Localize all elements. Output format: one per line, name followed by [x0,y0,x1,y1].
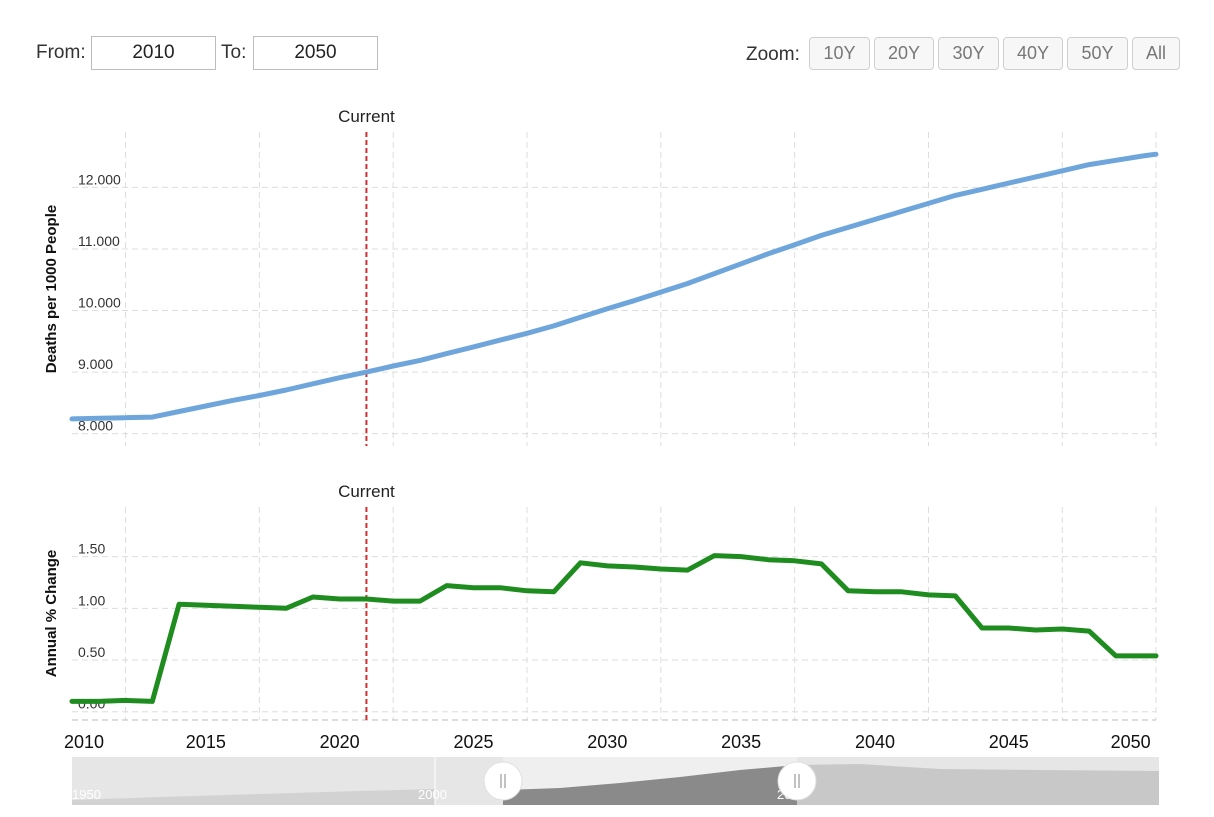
death-rate-ytick-12.000: 12.000 [78,171,121,187]
x-tick-2035: 2035 [721,732,761,752]
x-tick-2045: 2045 [989,732,1029,752]
navigator[interactable]: 1950 2000 2050 [72,757,1159,805]
x-tick-2050: 2050 [1111,732,1151,752]
x-tick-2020: 2020 [320,732,360,752]
to-label: To: [221,42,247,63]
range-selector-bar: From: 2010 To: 2050 Zoom: 10Y 20Y 30Y 40… [0,0,1214,100]
death-rate-current-label: Current [338,107,395,126]
annual-change-current-label: Current [338,482,395,501]
zoom-50y-button[interactable]: 50Y [1067,37,1128,70]
navigator-right-handle[interactable] [777,761,817,801]
x-tick-2015: 2015 [186,732,226,752]
from-date-input[interactable]: 2010 [91,36,216,70]
zoom-10y-button[interactable]: 10Y [809,37,870,70]
death-rate-ytick-11.000: 11.000 [78,233,120,249]
navigator-label-1950: 1950 [72,787,101,802]
zoom-all-button[interactable]: All [1132,37,1180,70]
death-rate-ylabel: Deaths per 1000 People [43,205,60,373]
death-rate-ytick-10.000: 10.000 [78,295,121,311]
annual-change-ytick-0.50: 0.50 [78,644,105,660]
zoom-label: Zoom: [746,44,800,65]
x-tick-2030: 2030 [587,732,627,752]
annual-change-ytick-1.50: 1.50 [78,541,105,557]
annual-change-ylabel: Annual % Change [43,550,60,678]
to-date-input[interactable]: 2050 [253,36,378,70]
death-rate-series-line [69,151,1159,422]
x-tick-2025: 2025 [453,732,493,752]
from-label: From: [36,42,86,63]
navigator-series-right [797,764,1159,805]
death-rate-ytick-8.000: 8.000 [78,418,113,434]
annual-change-ytick-1.00: 1.00 [78,592,105,608]
annual-change-series-line [69,553,1159,704]
navigator-left-handle[interactable] [483,761,523,801]
navigator-series-left [72,789,435,805]
x-tick-2010: 2010 [64,732,104,752]
zoom-20y-button[interactable]: 20Y [874,37,934,70]
navigator-label-2000: 2000 [418,787,447,802]
death-rate-chart: 8.000 9.000 10.000 11.000 12.000 Deaths per 1… [43,107,1159,446]
death-rate-ytick-9.000: 9.000 [78,356,113,372]
navigator-series-selected [503,765,797,805]
zoom-40y-button[interactable]: 40Y [1003,37,1063,70]
zoom-30y-button[interactable]: 30Y [938,37,999,70]
x-tick-2040: 2040 [855,732,895,752]
x-axis: 2010 2015 2020 2025 2030 2035 2040 2045 2050 [64,732,1151,752]
